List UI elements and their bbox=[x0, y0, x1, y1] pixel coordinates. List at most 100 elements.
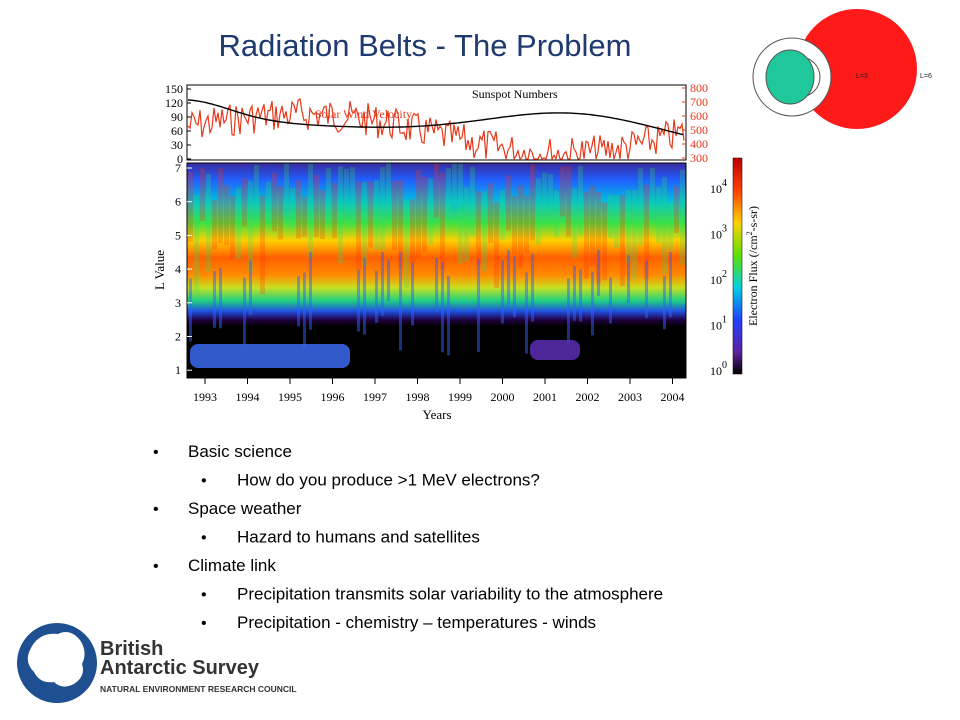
belt-diagram: L=3 L=6 bbox=[752, 9, 932, 129]
x-tick-label: 1995 bbox=[278, 390, 302, 404]
texture-spike bbox=[303, 272, 306, 347]
texture-spike bbox=[573, 265, 576, 321]
colorbar-tick-exp: 4 bbox=[722, 178, 727, 189]
texture-streak bbox=[278, 186, 283, 240]
logo-line2: Antarctic Survey bbox=[100, 657, 260, 679]
colorbar-tick-label: 101 bbox=[710, 315, 727, 333]
texture-streak bbox=[284, 163, 289, 209]
left-tick-label: 30 bbox=[171, 138, 183, 152]
sub-bullet-text: Hazard to humans and satellites bbox=[237, 528, 480, 547]
texture-streak bbox=[212, 199, 217, 250]
y-tick-label: 2 bbox=[175, 330, 181, 344]
outer-belt bbox=[797, 9, 917, 129]
texture-streak bbox=[290, 187, 295, 229]
texture-streak bbox=[266, 181, 271, 225]
y-tick-label: 4 bbox=[175, 262, 181, 276]
texture-streak bbox=[380, 167, 385, 251]
texture-streak bbox=[374, 179, 379, 250]
left-tick-label: 120 bbox=[165, 96, 183, 110]
texture-streak bbox=[518, 185, 523, 268]
texture-streak bbox=[500, 189, 505, 241]
colorbar bbox=[732, 157, 743, 375]
texture-spike bbox=[363, 257, 366, 335]
texture-streak bbox=[638, 167, 643, 246]
right-tick-label: 600 bbox=[690, 109, 708, 123]
texture-spike bbox=[357, 270, 360, 332]
texture-streak bbox=[434, 163, 439, 218]
texture-streak bbox=[206, 174, 211, 272]
colorbar-tick-exp: 3 bbox=[722, 224, 727, 235]
texture-streak bbox=[572, 188, 577, 259]
texture-streak bbox=[422, 176, 427, 253]
texture-streak bbox=[494, 201, 499, 288]
x-tick-label: 2002 bbox=[576, 390, 600, 404]
sunspot-label: Sunspot Numbers bbox=[472, 87, 558, 101]
texture-streak bbox=[530, 164, 535, 241]
colorbar-label-sup: 2 bbox=[745, 231, 754, 235]
texture-spike bbox=[387, 259, 390, 302]
bullet-dot: • bbox=[153, 558, 159, 575]
texture-streak bbox=[392, 180, 397, 251]
texture-streak bbox=[512, 196, 517, 256]
colorbar-tick-exp: 1 bbox=[722, 315, 727, 326]
colorbar-tick-base: 10 bbox=[710, 182, 722, 196]
left-tick-label: 150 bbox=[165, 82, 183, 96]
sub-bullet-dot: • bbox=[201, 530, 207, 547]
texture-spike bbox=[441, 261, 444, 353]
texture-streak bbox=[314, 174, 319, 238]
texture-streak bbox=[350, 167, 355, 227]
colorbar-tick-exp: 2 bbox=[722, 269, 727, 280]
texture-streak bbox=[524, 195, 529, 254]
spectrogram-texture bbox=[188, 163, 685, 368]
colorbar-label: Electron Flux (/cm2-s-sr) bbox=[745, 206, 760, 326]
texture-streak bbox=[602, 202, 607, 281]
inner-belt-2 bbox=[530, 340, 580, 360]
texture-streak bbox=[356, 181, 361, 271]
texture-spike bbox=[501, 260, 504, 324]
texture-streak bbox=[272, 172, 277, 232]
texture-streak bbox=[464, 187, 469, 262]
y-tick-label: 3 bbox=[175, 296, 181, 310]
left-tick-label: 0 bbox=[177, 152, 183, 166]
texture-streak bbox=[338, 166, 343, 264]
texture-streak bbox=[536, 178, 541, 245]
x-tick-label: 1993 bbox=[193, 390, 217, 404]
texture-streak bbox=[326, 167, 331, 223]
texture-streak bbox=[194, 195, 199, 292]
texture-streak bbox=[542, 172, 547, 228]
texture-spike bbox=[249, 260, 252, 316]
top-panel bbox=[186, 84, 687, 161]
sub-bullet-dot: • bbox=[201, 587, 207, 604]
texture-streak bbox=[410, 199, 415, 263]
x-axis-label: Years bbox=[422, 407, 451, 422]
x-tick-label: 1996 bbox=[321, 390, 345, 404]
texture-spike bbox=[297, 276, 300, 327]
texture-spike bbox=[507, 250, 510, 310]
logo-tagline: NATURAL ENVIRONMENT RESEARCH COUNCIL bbox=[100, 684, 297, 694]
texture-spike bbox=[525, 272, 528, 354]
texture-streak bbox=[650, 167, 655, 216]
texture-streak bbox=[506, 175, 511, 231]
texture-spike bbox=[591, 271, 594, 336]
texture-spike bbox=[189, 278, 192, 342]
y-axis-label: L Value bbox=[152, 250, 167, 290]
texture-streak bbox=[614, 194, 619, 248]
texture-spike bbox=[579, 269, 582, 322]
sub-bullet-dot: • bbox=[201, 615, 207, 632]
texture-spike bbox=[309, 251, 312, 330]
wind-curve bbox=[187, 97, 685, 161]
inner-label: L=3 bbox=[856, 73, 868, 80]
texture-spike bbox=[645, 260, 648, 319]
inner-belt bbox=[190, 344, 350, 368]
texture-spike bbox=[477, 259, 480, 353]
bullet-text: Basic science bbox=[188, 442, 292, 461]
colorbar-tick-base: 10 bbox=[710, 364, 722, 378]
texture-streak bbox=[230, 196, 235, 260]
texture-streak bbox=[218, 168, 223, 244]
y-tick-label: 1 bbox=[175, 363, 181, 377]
texture-streak bbox=[470, 166, 475, 236]
texture-streak bbox=[254, 165, 259, 220]
colorbar-tick-label: 100 bbox=[710, 360, 727, 378]
